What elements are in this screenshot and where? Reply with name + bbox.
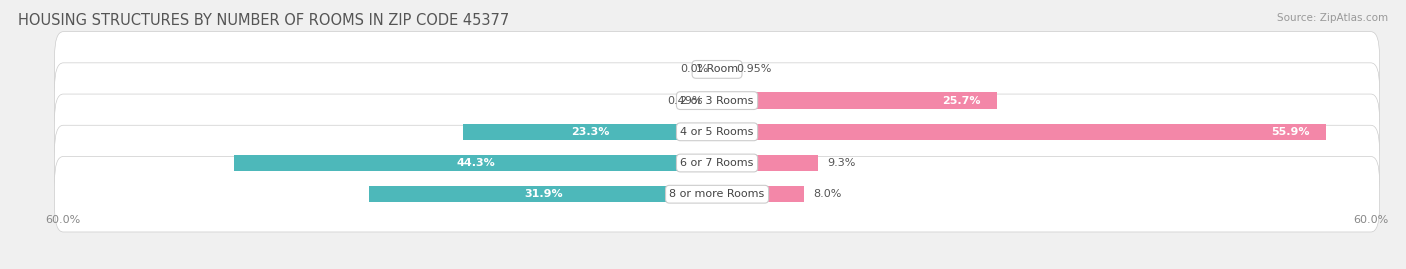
FancyBboxPatch shape bbox=[55, 94, 1379, 169]
Text: 1 Room: 1 Room bbox=[696, 64, 738, 75]
Text: HOUSING STRUCTURES BY NUMBER OF ROOMS IN ZIP CODE 45377: HOUSING STRUCTURES BY NUMBER OF ROOMS IN… bbox=[18, 13, 509, 29]
Bar bbox=[717, 93, 997, 109]
Bar bbox=[717, 155, 818, 171]
Text: 0.95%: 0.95% bbox=[737, 64, 772, 75]
Text: Source: ZipAtlas.com: Source: ZipAtlas.com bbox=[1277, 13, 1388, 23]
Text: 2 or 3 Rooms: 2 or 3 Rooms bbox=[681, 95, 754, 106]
FancyBboxPatch shape bbox=[55, 63, 1379, 138]
Bar bbox=[717, 124, 1326, 140]
FancyBboxPatch shape bbox=[55, 157, 1379, 232]
Text: 31.9%: 31.9% bbox=[524, 189, 562, 199]
Bar bbox=[717, 61, 727, 77]
Text: 23.3%: 23.3% bbox=[571, 127, 609, 137]
Text: 55.9%: 55.9% bbox=[1271, 127, 1310, 137]
Text: 9.3%: 9.3% bbox=[827, 158, 855, 168]
Text: 8 or more Rooms: 8 or more Rooms bbox=[669, 189, 765, 199]
Text: 4 or 5 Rooms: 4 or 5 Rooms bbox=[681, 127, 754, 137]
Bar bbox=[717, 186, 804, 202]
Bar bbox=[370, 186, 717, 202]
Text: 0.0%: 0.0% bbox=[681, 64, 709, 75]
Text: 6 or 7 Rooms: 6 or 7 Rooms bbox=[681, 158, 754, 168]
Bar bbox=[711, 93, 717, 109]
Text: 44.3%: 44.3% bbox=[457, 158, 495, 168]
Text: 25.7%: 25.7% bbox=[942, 95, 981, 106]
Bar bbox=[463, 124, 717, 140]
FancyBboxPatch shape bbox=[55, 32, 1379, 107]
Text: 8.0%: 8.0% bbox=[813, 189, 841, 199]
Text: 0.49%: 0.49% bbox=[668, 95, 703, 106]
Bar bbox=[235, 155, 717, 171]
FancyBboxPatch shape bbox=[55, 125, 1379, 201]
